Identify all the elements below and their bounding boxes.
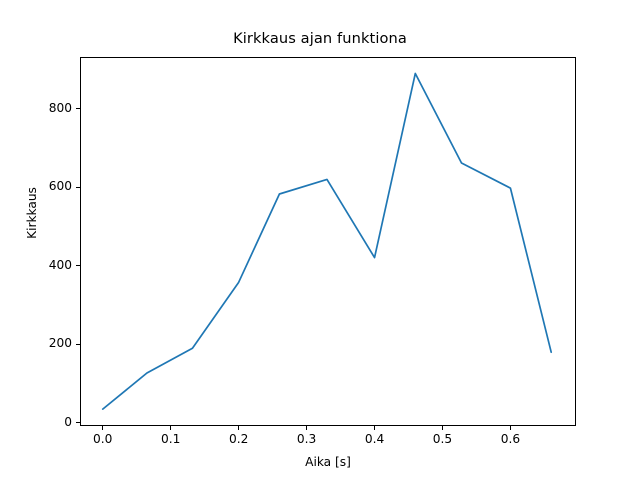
y-tick-mark	[76, 108, 80, 110]
y-axis-label: Kirkkaus	[25, 187, 39, 239]
page-title: Kirkkaus ajan funktiona	[233, 30, 407, 47]
y-tick-mark	[76, 186, 80, 188]
x-tick-mark	[170, 426, 172, 430]
x-tick-label: 0.6	[500, 432, 521, 446]
y-tick-label: 200	[48, 336, 72, 351]
line-chart-plot	[101, 72, 553, 410]
x-tick-mark	[102, 426, 104, 430]
y-tick-mark	[76, 422, 80, 424]
x-tick-mark	[509, 426, 512, 430]
x-tick-label: 0.1	[161, 432, 181, 446]
y-tick-label: 800	[48, 100, 72, 115]
x-tick-label: 0.0	[93, 432, 113, 446]
y-tick-label: 600	[48, 179, 72, 194]
y-tick-label: 0	[64, 414, 72, 429]
x-tick-mark	[238, 426, 240, 430]
y-tick-label: 400	[48, 257, 72, 272]
x-tick-label: 0.4	[364, 432, 385, 446]
x-tick-mark	[441, 426, 444, 430]
x-axis-label: Aika [s]	[305, 455, 351, 469]
y-tick-mark	[76, 343, 80, 345]
x-tick-mark	[306, 426, 308, 430]
data-series-line	[101, 72, 553, 410]
y-tick-mark	[76, 265, 80, 267]
x-tick-mark	[374, 426, 376, 430]
x-tick-label: 0.5	[432, 432, 453, 446]
x-tick-label: 0.3	[296, 432, 317, 446]
x-tick-label: 0.2	[228, 432, 249, 446]
